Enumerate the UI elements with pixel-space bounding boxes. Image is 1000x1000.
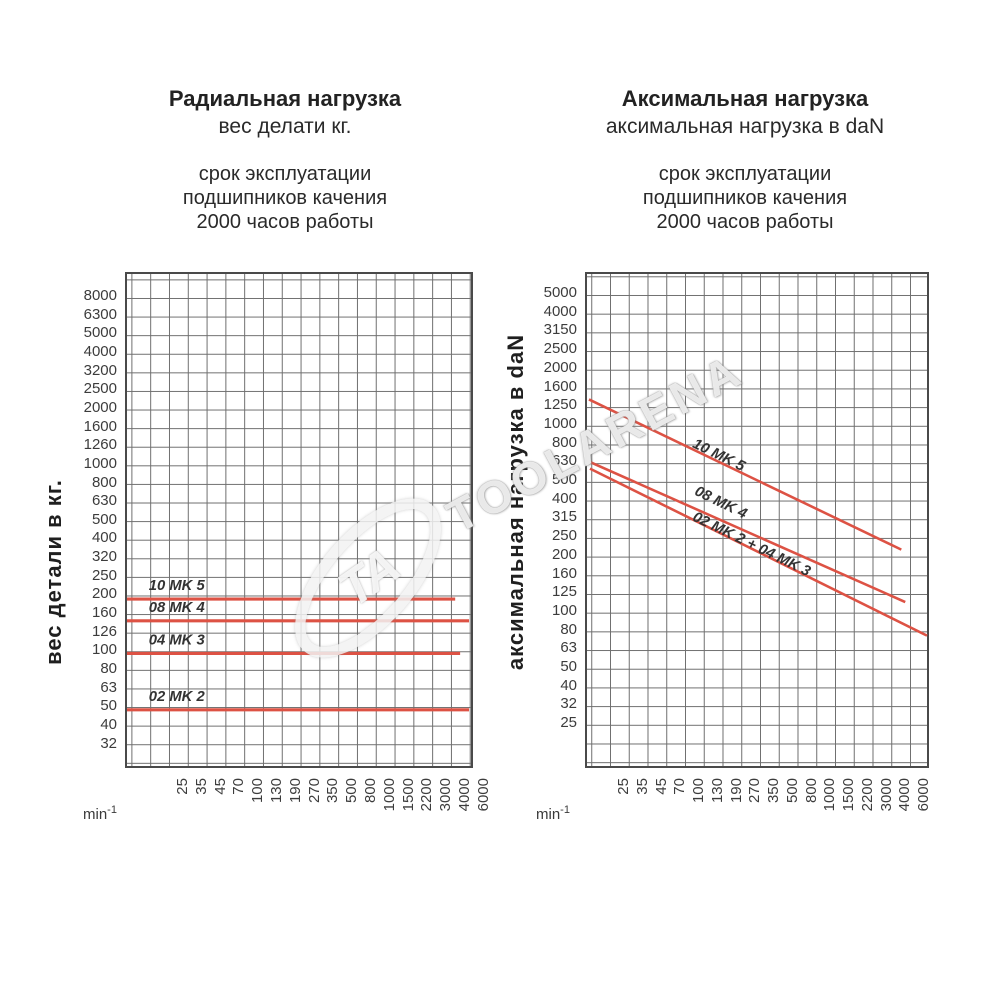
series-line-label-02-mk-2-04-mk-3: 02 MK 2 + 04 MK 3 [690,509,814,580]
y-tick-label: 800 [551,433,577,451]
y-tick-label: 126 [91,622,117,640]
y-tick-label: 1250 [543,396,577,414]
x-tick-label: 35 [192,778,210,795]
series-line-label-10-mk-5: 10 MK 5 [690,436,748,475]
y-tick-label: 5000 [83,324,117,342]
description-line: срок эксплуатации [658,163,832,185]
x-tick-label: 25 [174,778,191,795]
x-unit-exponent: -1 [560,804,570,816]
x-unit-exponent: -1 [107,804,117,816]
y-tick-label: 5000 [543,284,577,301]
x-axis-unit: min-1 [83,804,117,823]
y-tick-label: 40 [560,676,577,694]
chart-header-axial: Аксимальная нагрузка аксимальная нагрузк… [555,86,935,234]
y-tick-label: 50 [560,658,577,675]
y-tick-label: 6300 [83,305,117,323]
y-tick-label: 125 [551,583,577,601]
series-line-10-mk-5 [588,398,902,551]
y-tick-label: 800 [91,473,117,491]
y-tick-label: 32 [560,695,577,713]
chart-title: Аксимальная нагрузка [621,86,869,111]
y-tick-label: 3150 [543,321,577,339]
description-line: подшипников качения [642,187,848,209]
y-tick-label: 1600 [83,417,117,435]
y-tick-label: 400 [91,529,117,547]
y-tick-label: 63 [560,639,577,657]
series-lines-layer: 10 MK 508 MK 402 MK 2 + 04 MK 3 [586,398,928,637]
y-tick-label: 80 [560,620,577,638]
series-line-08-mk-4 [586,459,906,604]
y-tick-label: 630 [91,492,117,510]
y-tick-label: 32 [100,734,117,752]
chart-subtitle: аксимальная нагрузка в daN [605,115,885,138]
y-tick-label: 4000 [543,302,577,320]
y-tick-label: 630 [551,452,577,470]
y-tick-label: 2000 [543,358,577,376]
x-tick-label: 6000 [915,778,932,812]
y-tick-label: 1000 [543,414,577,432]
description-line: подшипников качения [182,187,388,209]
y-tick-label: 2500 [83,380,117,398]
chart-header-radial: Радиальная нагрузка вес делати кг. срок … [95,86,475,234]
description-line: 2000 часов работы [196,211,374,233]
x-tick-label: 45 [652,778,670,795]
series-line-label-04-mk-3: 04 MK 3 [149,633,206,649]
y-tick-label: 400 [551,489,577,507]
series-line-label-02-mk-2: 02 MK 2 [149,689,206,705]
y-tick-label: 200 [551,545,577,563]
y-tick-label: 315 [551,508,577,526]
x-unit-text: min [536,806,561,823]
y-tick-label: 2000 [83,398,117,416]
x-axis-unit: min-1 [536,804,570,823]
y-tick-label: 250 [551,527,577,545]
y-tick-label: 63 [100,678,117,696]
y-tick-label: 4000 [83,342,117,360]
y-tick-label: 100 [91,641,117,659]
description-line: срок эксплуатации [198,163,372,185]
chart-title: Радиальная нагрузка [168,86,402,111]
series-lines-layer: 10 MK 5 08 MK 4 04 MK 3 02 MK 2 [127,578,470,712]
y-tick-label: 80 [100,660,117,677]
y-tick-label: 2500 [543,340,577,358]
y-tick-label: 1260 [83,436,117,454]
plot-area-grid: 10 MK 5 08 MK 4 02 MK 2 + 04 MK 3 [585,272,929,768]
x-tick-label: 70 [230,778,248,795]
y-tick-label: 50 [100,697,117,715]
description-line: 2000 часов работы [656,211,834,233]
y-tick-label: 25 [560,714,577,732]
x-tick-label: 35 [633,778,651,795]
x-tick-label: 70 [671,778,689,795]
series-line-label-10-mk-5: 10 MK 5 [149,578,206,594]
y-tick-label: 500 [551,471,577,488]
y-tick-label: 320 [91,548,117,566]
x-tick-label: 45 [211,778,229,795]
y-tick-label: 3200 [83,361,117,379]
plot-area-grid: 10 MK 5 08 MK 4 04 MK 3 02 MK 2 [125,272,473,768]
y-tick-label: 1600 [543,377,577,395]
y-tick-label: 500 [91,510,117,528]
series-line-02-mk-2-04-mk-3 [589,467,928,637]
x-tick-label: 25 [615,778,632,795]
y-tick-label: 160 [551,564,577,582]
x-tick-label: 6000 [474,778,492,812]
chart-description: срок эксплуатации подшипников качения 20… [95,162,475,234]
x-unit-text: min [83,806,108,823]
y-tick-label: 1000 [83,454,117,472]
y-tick-label: 200 [91,585,117,603]
y-tick-label: 100 [551,601,577,619]
series-line-label-08-mk-4: 08 MK 4 [149,600,205,616]
y-tick-label: 160 [91,604,117,622]
y-tick-label: 40 [100,715,117,733]
chart-subtitle: вес делати кг. [218,115,352,138]
y-tick-label: 250 [91,566,117,584]
y-tick-label: 8000 [83,287,117,304]
chart-description: срок эксплуатации подшипников качения 20… [555,162,935,234]
